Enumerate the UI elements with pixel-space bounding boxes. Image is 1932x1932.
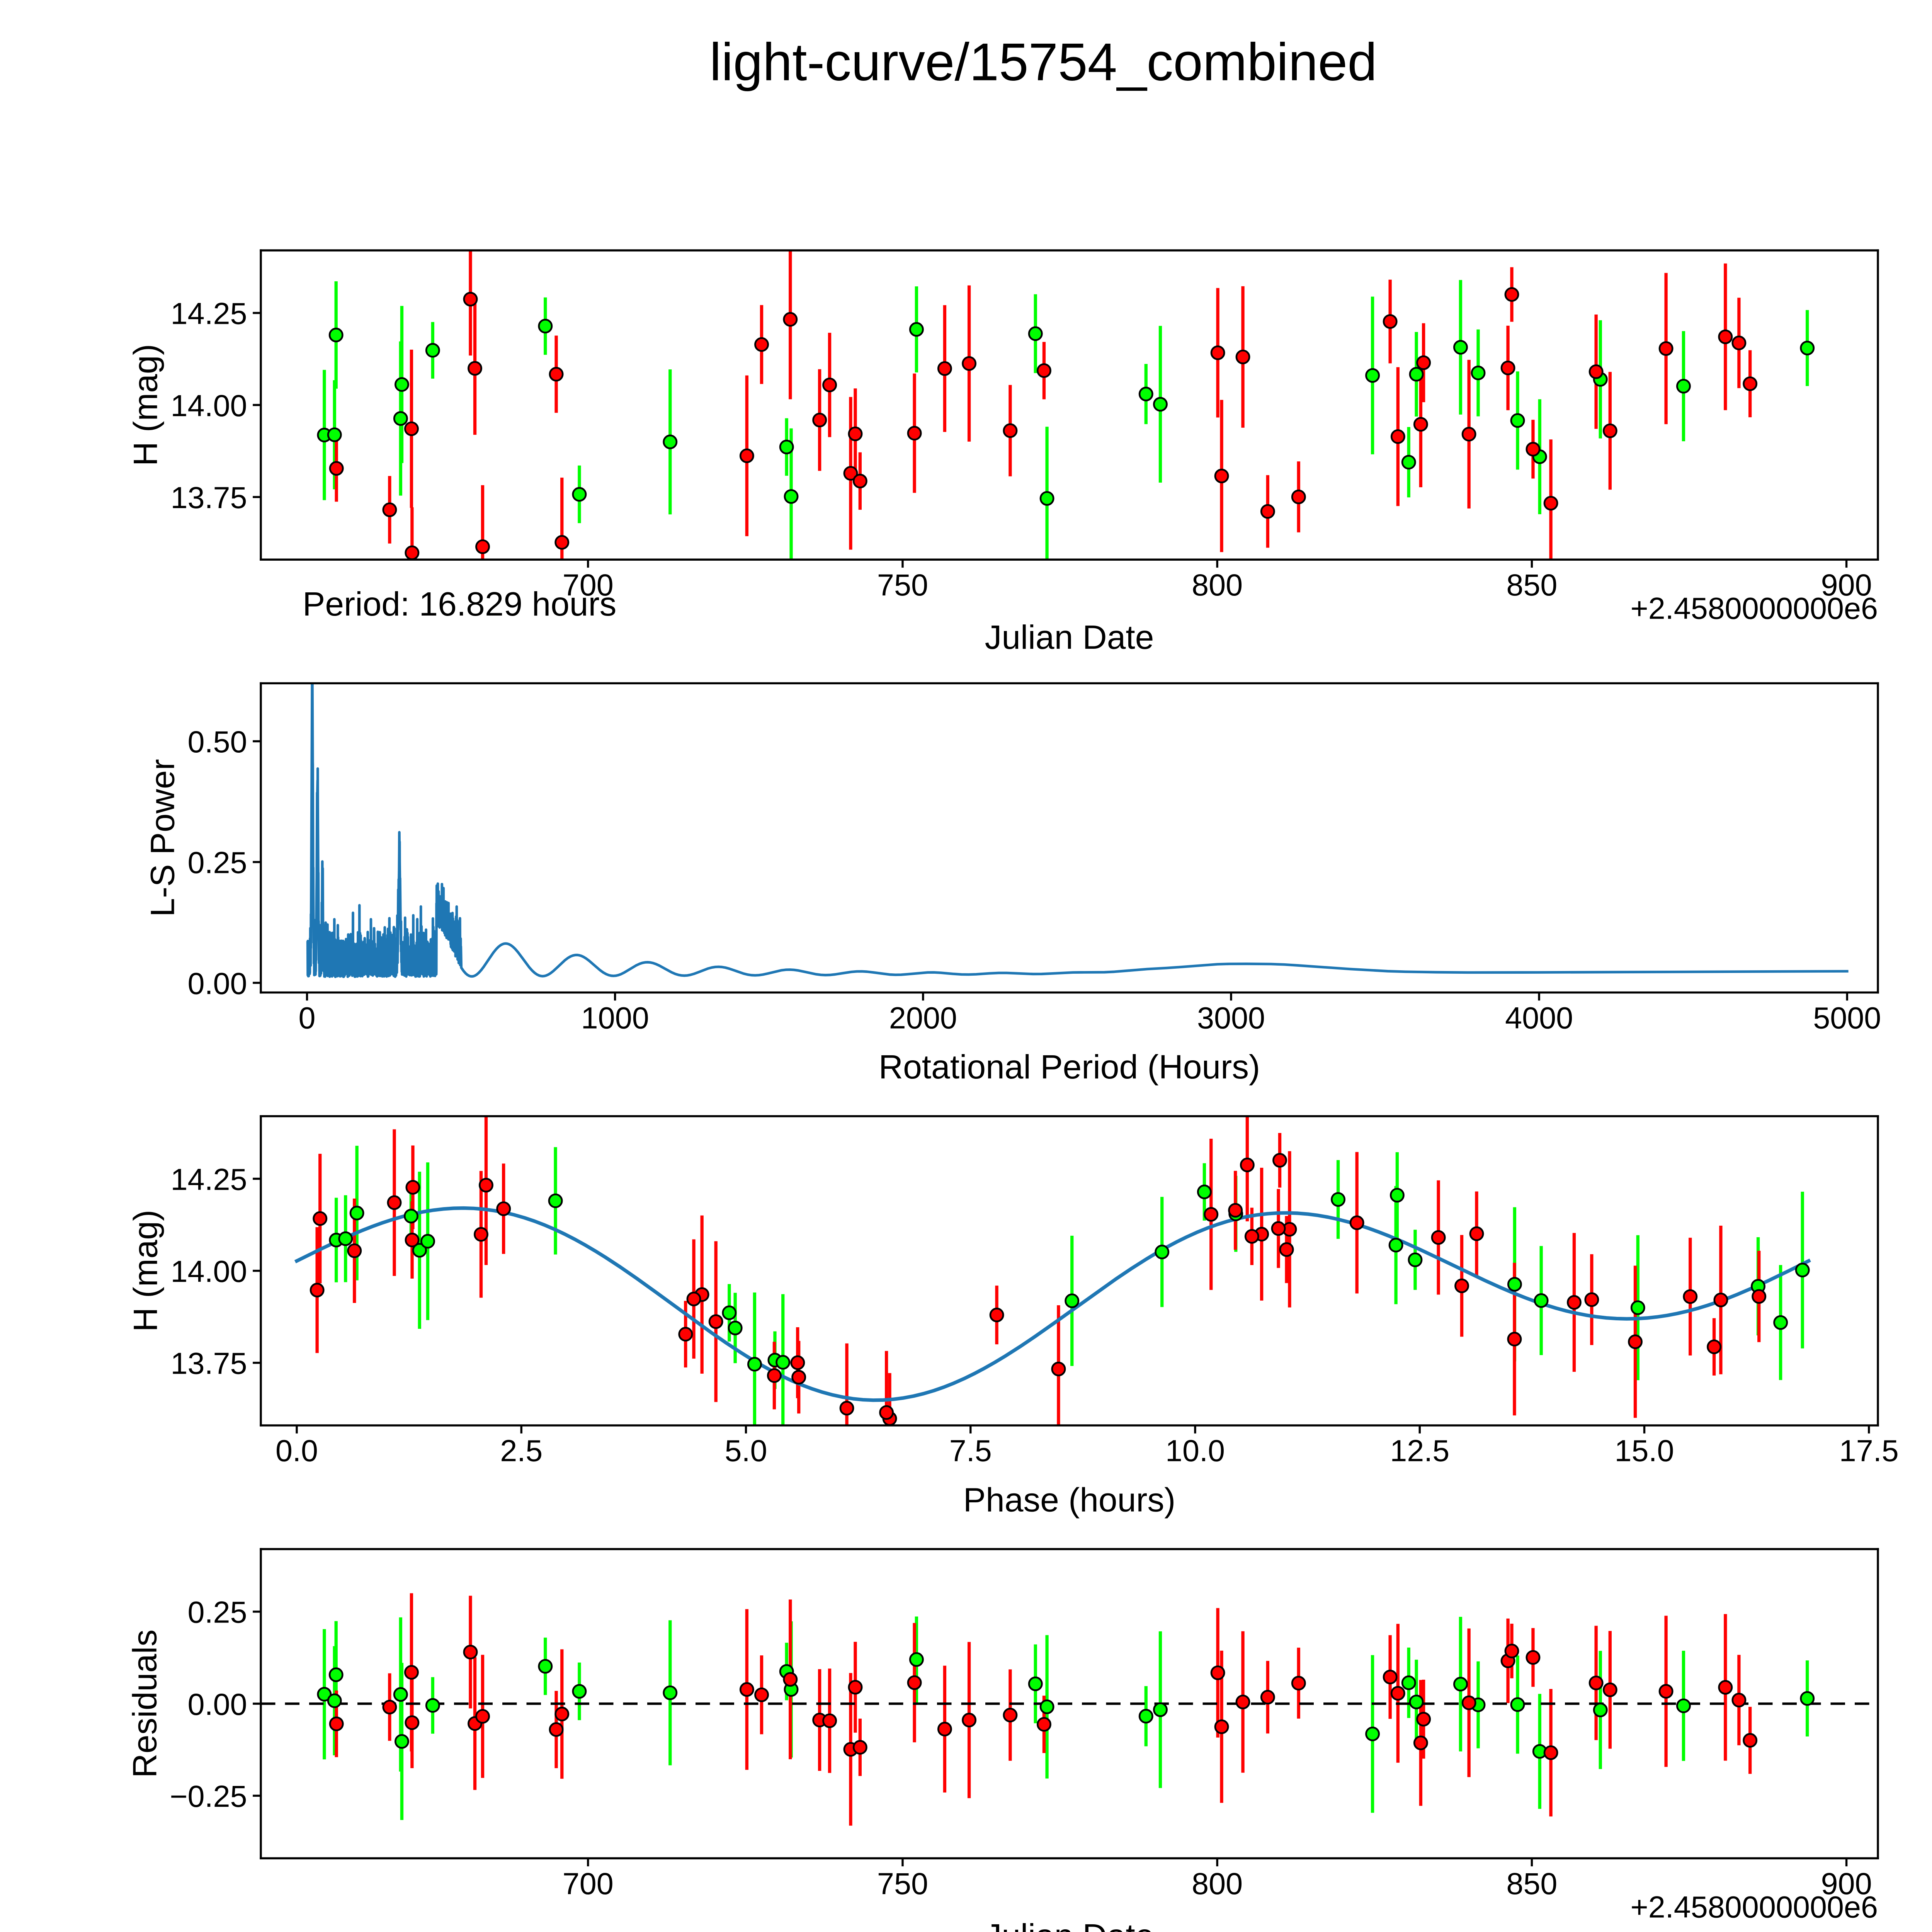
svg-text:7.5: 7.5 bbox=[949, 1434, 992, 1468]
svg-text:850: 850 bbox=[1506, 1866, 1557, 1901]
svg-text:13.75: 13.75 bbox=[170, 1346, 247, 1381]
svg-text:12.5: 12.5 bbox=[1390, 1434, 1449, 1468]
svg-text:14.00: 14.00 bbox=[170, 1254, 247, 1288]
svg-text:17.5: 17.5 bbox=[1839, 1434, 1899, 1468]
svg-text:3000: 3000 bbox=[1197, 1000, 1265, 1035]
svg-text:light-curve/15754_combined: light-curve/15754_combined bbox=[709, 33, 1377, 92]
svg-text:0.0: 0.0 bbox=[276, 1434, 318, 1468]
svg-text:−0.25: −0.25 bbox=[170, 1779, 247, 1813]
svg-text:H (mag): H (mag) bbox=[127, 344, 165, 466]
svg-text:5.0: 5.0 bbox=[724, 1434, 767, 1468]
svg-text:2000: 2000 bbox=[889, 1000, 957, 1035]
svg-text:+2.4580000000e6: +2.4580000000e6 bbox=[1630, 1890, 1878, 1924]
svg-text:Rotational Period (Hours): Rotational Period (Hours) bbox=[879, 1048, 1260, 1086]
svg-text:700: 700 bbox=[563, 1866, 614, 1901]
svg-text:14.25: 14.25 bbox=[170, 296, 247, 331]
svg-text:0.50: 0.50 bbox=[188, 724, 247, 759]
svg-text:2.5: 2.5 bbox=[500, 1434, 543, 1468]
svg-text:14.25: 14.25 bbox=[170, 1162, 247, 1196]
svg-text:800: 800 bbox=[1192, 1866, 1243, 1901]
svg-text:L-S Power: L-S Power bbox=[144, 759, 182, 917]
svg-text:850: 850 bbox=[1506, 568, 1557, 602]
svg-text:4000: 4000 bbox=[1505, 1000, 1573, 1035]
svg-text:0.00: 0.00 bbox=[188, 1687, 247, 1721]
svg-text:Julian Date: Julian Date bbox=[985, 618, 1154, 656]
svg-text:Phase (hours): Phase (hours) bbox=[963, 1481, 1176, 1519]
svg-text:1000: 1000 bbox=[581, 1000, 649, 1035]
svg-text:H (mag): H (mag) bbox=[127, 1210, 165, 1332]
svg-text:15.0: 15.0 bbox=[1614, 1434, 1674, 1468]
svg-text:13.75: 13.75 bbox=[170, 480, 247, 515]
svg-text:0: 0 bbox=[299, 1000, 316, 1035]
svg-text:750: 750 bbox=[877, 568, 928, 602]
svg-text:0.25: 0.25 bbox=[188, 845, 247, 880]
svg-text:Period: 16.829 hours: Period: 16.829 hours bbox=[303, 585, 616, 623]
svg-text:10.0: 10.0 bbox=[1165, 1434, 1225, 1468]
svg-text:Residuals: Residuals bbox=[126, 1629, 163, 1778]
svg-text:+2.4580000000e6: +2.4580000000e6 bbox=[1630, 591, 1878, 626]
svg-text:14.00: 14.00 bbox=[170, 388, 247, 423]
svg-text:800: 800 bbox=[1192, 568, 1243, 602]
svg-text:750: 750 bbox=[877, 1866, 928, 1901]
svg-text:Julian Date: Julian Date bbox=[985, 1917, 1154, 1932]
svg-text:0.00: 0.00 bbox=[188, 966, 247, 1000]
svg-text:5000: 5000 bbox=[1813, 1000, 1881, 1035]
svg-text:0.25: 0.25 bbox=[188, 1595, 247, 1629]
